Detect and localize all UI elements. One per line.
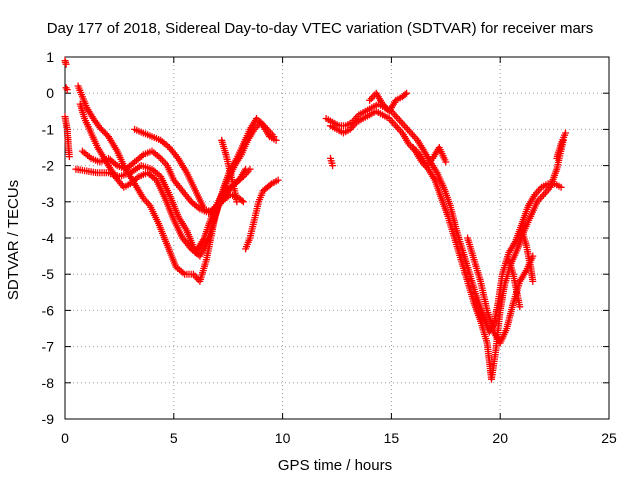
y-tick-label: -6	[42, 302, 55, 318]
x-tick-label: 20	[492, 430, 508, 446]
data-point	[62, 60, 70, 68]
y-tick-label: -9	[42, 411, 55, 427]
grid-lines	[65, 57, 609, 419]
x-tick-label: 0	[61, 430, 69, 446]
y-tick-label: -7	[42, 339, 55, 355]
data-point	[238, 197, 246, 205]
x-axis-label: GPS time / hours	[278, 457, 392, 474]
x-tick-label: 5	[170, 430, 178, 446]
data-points	[61, 57, 569, 383]
data-point	[233, 198, 241, 206]
data-point	[239, 198, 247, 206]
data-point	[401, 90, 409, 98]
data-point	[65, 153, 73, 161]
chart-title: Day 177 of 2018, Sidereal Day-to-day VTE…	[47, 20, 594, 37]
y-tick-label: -8	[42, 375, 55, 391]
data-point	[272, 136, 280, 144]
y-tick-label: -4	[42, 230, 55, 246]
y-tick-label: -3	[42, 194, 55, 210]
y-tick-label: 1	[46, 49, 54, 65]
data-point	[246, 165, 254, 173]
y-tick-label: -5	[42, 266, 55, 282]
data-point	[329, 162, 337, 170]
data-point	[557, 183, 565, 191]
data-point	[403, 89, 411, 97]
data-point	[529, 277, 537, 285]
y-tick-label: -1	[42, 121, 55, 137]
data-point	[191, 272, 199, 280]
x-tick-label: 15	[384, 430, 400, 446]
data-point	[562, 129, 569, 137]
data-point	[63, 86, 71, 94]
data-point	[270, 133, 278, 141]
y-tick-label: -2	[42, 158, 55, 174]
data-point	[274, 176, 282, 184]
data-point	[266, 181, 274, 189]
y-tick-label: 0	[46, 85, 54, 101]
x-tick-label: 25	[601, 430, 617, 446]
data-point	[442, 158, 450, 166]
y-axis-label: SDTVAR / TECUs	[5, 180, 22, 300]
x-tick-label: 10	[275, 430, 291, 446]
data-point	[516, 303, 524, 311]
